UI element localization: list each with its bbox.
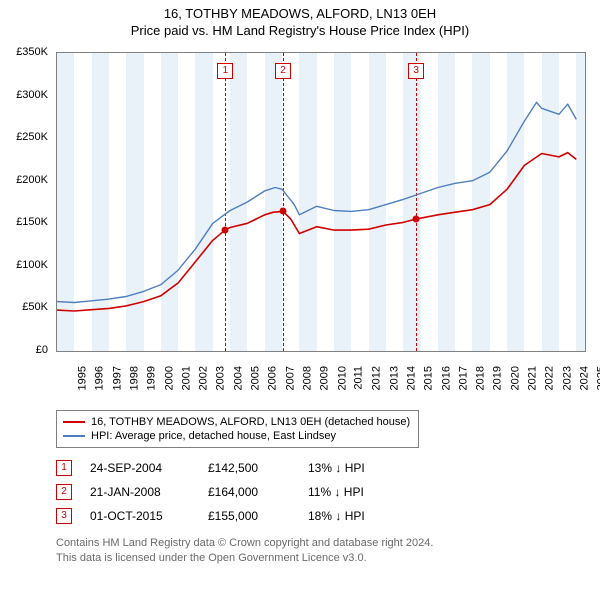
x-tick-label: 1997: [111, 366, 123, 390]
legend-swatch: [63, 421, 85, 423]
sale-price: £164,000: [208, 485, 308, 499]
x-tick-label: 2025: [596, 366, 600, 390]
legend-label: HPI: Average price, detached house, East…: [91, 430, 336, 442]
x-tick-label: 2000: [163, 366, 175, 390]
sale-date: 21-JAN-2008: [90, 485, 208, 499]
x-tick-label: 2021: [527, 366, 539, 390]
title-address: 16, TOTHBY MEADOWS, ALFORD, LN13 0EH: [0, 6, 600, 21]
sale-row: 1 24-SEP-2004£142,50013% ↓ HPI: [56, 456, 428, 480]
x-tick-label: 2024: [579, 366, 591, 390]
sale-diff-pct: 13%: [308, 461, 335, 475]
legend-swatch: [63, 435, 85, 437]
x-tick-label: 2008: [302, 366, 314, 390]
x-tick-label: 2018: [475, 366, 487, 390]
title-subtitle: Price paid vs. HM Land Registry's House …: [0, 23, 600, 38]
plot-region: 1 2 3: [56, 52, 586, 352]
x-tick-label: 2001: [180, 366, 192, 390]
y-tick-label: £50K: [22, 301, 48, 313]
legend: 16, TOTHBY MEADOWS, ALFORD, LN13 0EH (de…: [56, 410, 419, 448]
sale-price: £155,000: [208, 509, 308, 523]
sale-row: 2 21-JAN-2008£164,00011% ↓ HPI: [56, 480, 428, 504]
x-tick-label: 2012: [371, 366, 383, 390]
sale-marker-box: 3: [408, 63, 424, 79]
x-tick-label: 2020: [509, 366, 521, 390]
legend-label: 16, TOTHBY MEADOWS, ALFORD, LN13 0EH (de…: [91, 416, 410, 428]
x-tick-label: 2004: [232, 366, 244, 390]
x-tick-label: 1996: [94, 366, 106, 390]
x-tick-label: 2006: [267, 366, 279, 390]
sale-diff-pct: 11%: [308, 485, 334, 499]
sale-row-marker: 2: [56, 484, 72, 500]
chart-titles: 16, TOTHBY MEADOWS, ALFORD, LN13 0EH Pri…: [0, 0, 600, 38]
x-tick-label: 2022: [544, 366, 556, 390]
sale-diff-suffix: HPI: [341, 509, 364, 523]
x-tick-label: 2011: [353, 366, 365, 390]
y-tick-label: £0: [36, 344, 48, 356]
sale-row: 3 01-OCT-2015£155,00018% ↓ HPI: [56, 504, 428, 528]
legend-item: 16, TOTHBY MEADOWS, ALFORD, LN13 0EH (de…: [63, 415, 410, 429]
y-tick-label: £250K: [16, 131, 48, 143]
sale-dot: [280, 208, 287, 215]
x-tick-label: 2002: [198, 366, 210, 390]
chart-area: £0 £50K £100K £150K £200K £250K £300K £350K 199…: [0, 44, 600, 404]
sale-diff-suffix: HPI: [340, 485, 363, 499]
sale-row-marker: 1: [56, 460, 72, 476]
legend-item: HPI: Average price, detached house, East…: [63, 429, 410, 443]
x-tick-label: 2003: [215, 366, 227, 390]
sale-diff-vs-hpi: 13% ↓ HPI: [308, 461, 428, 475]
sale-date: 01-OCT-2015: [90, 509, 208, 523]
sale-dot: [413, 216, 420, 223]
x-tick-label: 2023: [561, 366, 573, 390]
footer-line-2: This data is licensed under the Open Gov…: [56, 551, 433, 566]
line-series-svg: [57, 53, 585, 351]
x-tick-label: 2007: [284, 366, 296, 390]
sales-table: 1 24-SEP-2004£142,50013% ↓ HPI 2 21-JAN-200…: [56, 456, 428, 528]
x-tick-label: 2016: [440, 366, 452, 390]
sale-diff-suffix: HPI: [341, 461, 364, 475]
sale-row-marker: 3: [56, 508, 72, 524]
x-tick-label: 2009: [319, 366, 331, 390]
x-tick-label: 2005: [250, 366, 262, 390]
y-tick-label: £150K: [16, 216, 48, 228]
x-tick-label: 2014: [405, 366, 417, 390]
sale-diff-vs-hpi: 18% ↓ HPI: [308, 509, 428, 523]
series-hpi: [57, 102, 576, 302]
series-property: [57, 153, 576, 311]
x-tick-label: 2015: [423, 366, 435, 390]
x-tick-label: 2019: [492, 366, 504, 390]
sale-marker-box: 2: [275, 63, 291, 79]
attribution-footer: Contains HM Land Registry data © Crown c…: [56, 536, 433, 566]
sale-diff-pct: 18%: [308, 509, 335, 523]
y-tick-label: £300K: [16, 89, 48, 101]
y-tick-label: £350K: [16, 46, 48, 58]
y-tick-label: £100K: [16, 259, 48, 271]
y-tick-label: £200K: [16, 174, 48, 186]
sale-date: 24-SEP-2004: [90, 461, 208, 475]
footer-line-1: Contains HM Land Registry data © Crown c…: [56, 536, 433, 551]
x-tick-label: 1999: [146, 366, 158, 390]
x-tick-label: 2013: [388, 366, 400, 390]
sale-marker-box: 1: [217, 63, 233, 79]
sale-diff-vs-hpi: 11% ↓ HPI: [308, 485, 428, 499]
sale-dot: [222, 226, 229, 233]
sale-price: £142,500: [208, 461, 308, 475]
x-tick-label: 2017: [457, 366, 469, 390]
x-tick-label: 1998: [128, 366, 140, 390]
x-tick-label: 2010: [336, 366, 348, 390]
x-tick-label: 1995: [76, 366, 88, 390]
page: 16, TOTHBY MEADOWS, ALFORD, LN13 0EH Pri…: [0, 0, 600, 590]
